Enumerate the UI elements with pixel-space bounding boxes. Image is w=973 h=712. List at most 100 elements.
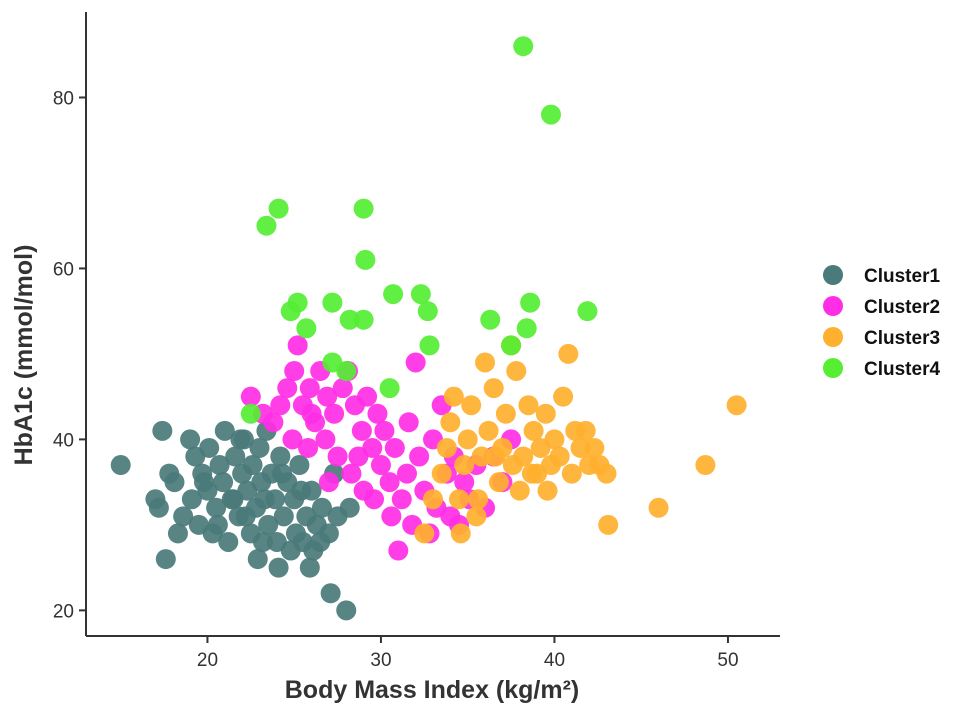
- point-cluster3-23: [523, 420, 544, 441]
- point-cluster1-2: [155, 549, 176, 570]
- point-cluster4-11: [353, 309, 374, 330]
- point-cluster3-31: [558, 343, 579, 364]
- point-cluster1-39: [268, 557, 289, 578]
- point-cluster2-4: [277, 378, 298, 399]
- point-cluster3-42: [695, 455, 716, 476]
- point-cluster2-3: [270, 395, 291, 416]
- point-cluster3-10: [466, 506, 487, 527]
- y-tick-label-40: 40: [53, 430, 74, 451]
- point-cluster2-19: [367, 403, 388, 424]
- point-cluster1-23: [225, 446, 246, 467]
- legend-marker-cluster2: [823, 296, 843, 316]
- point-cluster4-16: [520, 292, 541, 313]
- point-cluster1-58: [336, 600, 357, 621]
- point-cluster2-11: [317, 386, 338, 407]
- point-cluster3-5: [443, 386, 464, 407]
- point-cluster1-6: [164, 472, 185, 493]
- point-cluster2-20: [370, 455, 391, 476]
- point-cluster1-1: [152, 420, 173, 441]
- point-cluster1-69: [247, 549, 268, 570]
- point-cluster1-21: [218, 531, 239, 552]
- point-cluster3-13: [478, 420, 499, 441]
- point-cluster3-11: [471, 446, 492, 467]
- point-cluster1-46: [289, 455, 310, 476]
- point-cluster1-41: [273, 506, 294, 527]
- point-cluster3-26: [535, 403, 556, 424]
- point-cluster3-8: [457, 429, 478, 450]
- point-cluster1-15: [199, 437, 220, 458]
- point-cluster2-56: [282, 429, 303, 450]
- point-cluster3-20: [509, 480, 530, 501]
- point-cluster4-13: [410, 284, 431, 305]
- point-cluster3-17: [495, 403, 516, 424]
- point-cluster2-26: [396, 463, 417, 484]
- point-cluster3-2: [431, 463, 452, 484]
- point-cluster2-13: [332, 378, 353, 399]
- point-cluster4-20: [336, 361, 357, 382]
- point-cluster3-29: [549, 446, 570, 467]
- point-cluster3-44: [485, 446, 506, 467]
- point-cluster3-14: [483, 378, 504, 399]
- point-cluster2-49: [315, 429, 336, 450]
- point-cluster3-49: [468, 489, 489, 510]
- point-cluster1-7: [167, 523, 188, 544]
- point-cluster1-55: [320, 583, 341, 604]
- legend-marker-cluster1: [823, 265, 843, 285]
- point-cluster1-17: [206, 497, 227, 518]
- point-cluster2-23: [384, 437, 405, 458]
- y-axis-title: HbA1c (mmol/mol): [10, 245, 38, 466]
- point-cluster3-12: [475, 352, 496, 373]
- legend: Cluster1 Cluster2 Cluster3 Cluster4: [823, 265, 940, 380]
- legend-marker-cluster4: [823, 358, 843, 378]
- point-cluster1-66: [230, 429, 251, 450]
- x-tick-label-50: 50: [717, 650, 738, 671]
- point-cluster3-28: [544, 429, 565, 450]
- point-cluster2-51: [318, 472, 339, 493]
- point-cluster4-4: [353, 198, 374, 219]
- point-cluster3-34: [570, 437, 591, 458]
- point-cluster3-19: [506, 361, 527, 382]
- point-cluster1-40: [270, 446, 291, 467]
- point-cluster1-49: [299, 557, 320, 578]
- point-cluster3-47: [537, 480, 558, 501]
- point-cluster4-9: [322, 292, 343, 313]
- point-cluster1-18: [209, 455, 230, 476]
- point-cluster3-6: [449, 489, 470, 510]
- points-layer: [110, 36, 747, 621]
- point-cluster2-6: [287, 335, 308, 356]
- point-cluster4-17: [577, 301, 598, 322]
- y-tick-label-60: 60: [53, 259, 74, 280]
- point-cluster1-8: [173, 506, 194, 527]
- point-cluster2-2: [263, 412, 284, 433]
- legend-label-cluster2: Cluster2: [864, 297, 940, 318]
- point-cluster1-67: [291, 480, 312, 501]
- point-cluster2-50: [298, 437, 319, 458]
- point-cluster4-1: [540, 104, 561, 125]
- point-cluster1-31: [249, 437, 270, 458]
- x-tick-label-20: 20: [197, 650, 218, 671]
- point-cluster3-39: [596, 463, 617, 484]
- point-cluster2-16: [351, 420, 372, 441]
- point-cluster3-45: [502, 455, 523, 476]
- x-tick-label-40: 40: [544, 650, 565, 671]
- point-cluster3-15: [488, 472, 509, 493]
- point-cluster2-21: [374, 420, 395, 441]
- point-cluster4-18: [419, 335, 440, 356]
- point-cluster1-9: [180, 429, 201, 450]
- legend-label-cluster4: Cluster4: [864, 359, 940, 380]
- point-cluster4-23: [240, 403, 261, 424]
- point-cluster1-68: [310, 531, 331, 552]
- point-cluster1-10: [181, 489, 202, 510]
- y-tick-label-20: 20: [53, 601, 74, 622]
- point-cluster4-24: [379, 378, 400, 399]
- point-cluster2-46: [327, 446, 348, 467]
- point-cluster2-12: [324, 403, 345, 424]
- point-cluster1-65: [193, 472, 214, 493]
- point-cluster3-41: [648, 497, 669, 518]
- point-cluster1-29: [242, 455, 263, 476]
- point-cluster2-0: [240, 386, 261, 407]
- point-cluster2-28: [405, 352, 426, 373]
- point-cluster1-4: [148, 497, 169, 518]
- x-axis-title: Body Mass Index (kg/m²): [285, 676, 580, 704]
